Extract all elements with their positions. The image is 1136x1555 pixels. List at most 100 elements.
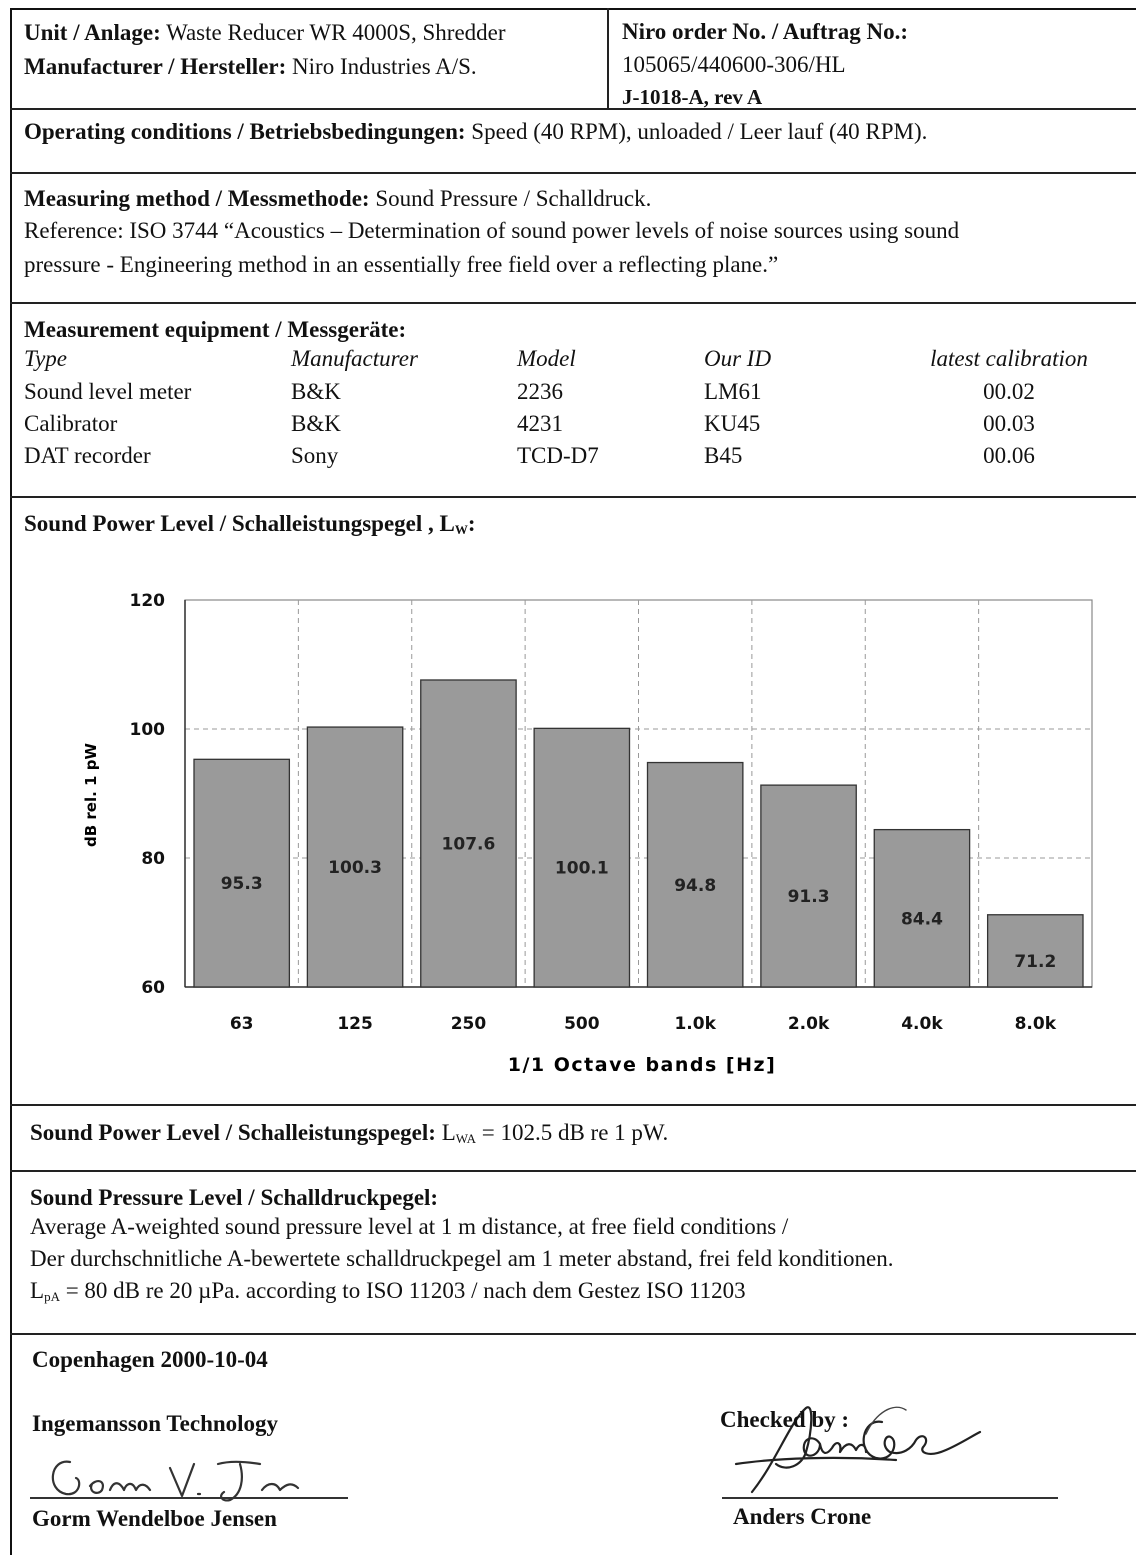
operating-label: Operating conditions / Betriebsbedingung… xyxy=(24,119,466,144)
spl-line-1: Average A-weighted sound pressure level … xyxy=(30,1214,789,1239)
equipment-cell: B&K xyxy=(291,411,341,436)
col-type: Type xyxy=(24,346,68,371)
method-label: Measuring method / Messmethode: xyxy=(24,186,370,211)
rule-4 xyxy=(10,496,1136,498)
swl-pre: L xyxy=(441,1120,456,1145)
y-tick-label: 80 xyxy=(141,849,165,869)
bar xyxy=(420,679,517,988)
x-tick-label: 500 xyxy=(564,1014,600,1034)
bar-data-label: 71.2 xyxy=(1014,952,1056,972)
x-tick-label: 4.0k xyxy=(901,1014,943,1034)
signature-line-jensen xyxy=(30,1497,348,1499)
y-tick-label: 100 xyxy=(130,720,166,740)
unit-value: Waste Reducer WR 4000S, Shredder xyxy=(166,20,506,45)
equipment-title: Measurement equipment / Messgeräte: xyxy=(24,317,407,342)
signature-crone xyxy=(734,1406,982,1494)
bar-data-label: 100.1 xyxy=(555,859,609,879)
bar xyxy=(986,914,1084,988)
place-date: Copenhagen 2000-10-04 xyxy=(32,1347,268,1372)
x-tick-label: 1.0k xyxy=(674,1014,716,1034)
equipment-cell: Sound level meter xyxy=(24,379,192,404)
x-tick-label: 8.0k xyxy=(1015,1014,1057,1034)
bar xyxy=(533,727,631,988)
equipment-cell: B45 xyxy=(704,443,743,468)
company-name: Ingemansson Technology xyxy=(32,1411,279,1436)
bar xyxy=(306,726,404,988)
equipment-cell: B&K xyxy=(291,379,341,404)
spl-line-2: Der durchschnitliche A-bewertete schalld… xyxy=(30,1246,894,1271)
col-our-id: Our ID xyxy=(704,346,772,371)
rule-2 xyxy=(10,172,1136,174)
equipment-cell: LM61 xyxy=(704,379,762,404)
rule-6 xyxy=(10,1170,1136,1172)
x-tick-label: 125 xyxy=(337,1014,373,1034)
chart-title-end: : xyxy=(467,511,476,536)
equipment-cell: 00.06 xyxy=(983,443,1035,468)
signature-jensen xyxy=(51,1460,300,1502)
x-axis-label: 1/1 Octave bands [Hz] xyxy=(508,1054,777,1076)
x-tick-label: 250 xyxy=(451,1014,487,1034)
equipment-header-row: Type Manufacturer Model Our ID latest ca… xyxy=(24,346,1124,378)
manufacturer-label: Manufacturer / Hersteller: xyxy=(24,54,287,79)
spl-line-3-sub: pA xyxy=(44,1289,60,1304)
bar-data-label: 107.6 xyxy=(442,834,496,854)
y-tick-label: 60 xyxy=(141,978,165,998)
swl-label: Sound Power Level / Schalleistungspegel: xyxy=(30,1120,436,1145)
bar xyxy=(646,761,744,988)
bar-data-label: 100.3 xyxy=(328,858,382,878)
equipment-cell: Sony xyxy=(291,443,339,468)
operating-value: Speed (40 RPM), unloaded / Leer lauf (40… xyxy=(471,119,928,144)
signer-jensen: Gorm Wendelboe Jensen xyxy=(32,1506,277,1531)
spl-line-3-post: = 80 dB re 20 µPa. according to ISO 1120… xyxy=(59,1278,746,1303)
swl-post: = 102.5 dB re 1 pW. xyxy=(475,1120,669,1145)
checked-by-label: Checked by : xyxy=(720,1407,850,1432)
rule-1 xyxy=(10,108,1136,110)
swl-sub: WA xyxy=(455,1131,476,1146)
y-tick-label: 120 xyxy=(130,591,166,611)
bar xyxy=(193,758,291,988)
equipment-cell: 00.02 xyxy=(983,379,1035,404)
reference-line-1: Reference: ISO 3744 “Acoustics – Determi… xyxy=(24,218,960,243)
chart-title-text: Sound Power Level / Schalleistungspegel … xyxy=(24,511,455,536)
bar xyxy=(760,784,857,988)
bar-data-label: 94.8 xyxy=(674,876,716,896)
manufacturer-value: Niro Industries A/S. xyxy=(292,54,477,79)
order-number: 105065/440600-306/HL xyxy=(622,52,846,77)
sound-power-bar-chart: 60 80 100 120 95.3 63 100.3 125 107.6 250 100.1 500… xyxy=(82,591,1093,1076)
spl-label: Sound Pressure Level / Schalldruckpegel: xyxy=(30,1185,439,1210)
method-value: Sound Pressure / Schalldruck. xyxy=(375,186,652,211)
bar-data-label: 84.4 xyxy=(901,909,943,929)
spl-line-3-pre: L xyxy=(30,1278,45,1303)
operating-line: Operating conditions / Betriebsbedingung… xyxy=(24,118,927,146)
chart-title-sub: W xyxy=(454,522,468,537)
spl-line-3: LpA = 80 dB re 20 µPa. according to ISO … xyxy=(30,1277,746,1311)
signer-crone: Anders Crone xyxy=(733,1504,872,1529)
document-frame xyxy=(10,8,1136,1555)
col-manufacturer: Manufacturer xyxy=(291,346,418,371)
bar-data-label: 95.3 xyxy=(221,874,263,894)
manufacturer-line: Manufacturer / Hersteller: Niro Industri… xyxy=(24,53,477,81)
equipment-row: DAT recorder Sony TCD-D7 B45 00.06 xyxy=(24,443,1124,475)
col-calibration: latest calibration xyxy=(930,346,1088,371)
signature-line-crone xyxy=(722,1497,1058,1499)
bar xyxy=(873,828,971,988)
rule-5 xyxy=(10,1104,1136,1106)
chart-bars xyxy=(193,679,1084,988)
rule-7 xyxy=(10,1333,1136,1335)
equipment-cell: 00.03 xyxy=(983,411,1035,436)
unit-label: Unit / Anlage: xyxy=(24,20,161,45)
equipment-cell: 4231 xyxy=(517,411,563,436)
equipment-cell: KU45 xyxy=(704,411,761,436)
header-divider xyxy=(607,8,609,109)
x-tick-label: 2.0k xyxy=(788,1014,830,1034)
doc-ref: J-1018-A, rev A xyxy=(622,85,763,109)
equipment-cell: 2236 xyxy=(517,379,563,404)
equipment-row: Calibrator B&K 4231 KU45 00.03 xyxy=(24,411,1124,443)
chart-section-title: Sound Power Level / Schalleistungspegel … xyxy=(24,510,476,544)
col-model: Model xyxy=(517,346,576,371)
unit-line: Unit / Anlage: Waste Reducer WR 4000S, S… xyxy=(24,19,506,47)
equipment-cell: Calibrator xyxy=(24,411,118,436)
rule-3 xyxy=(10,302,1136,304)
y-axis-label: dB rel. 1 pW xyxy=(82,743,100,847)
equipment-row: Sound level meter B&K 2236 LM61 00.02 xyxy=(24,379,1124,411)
